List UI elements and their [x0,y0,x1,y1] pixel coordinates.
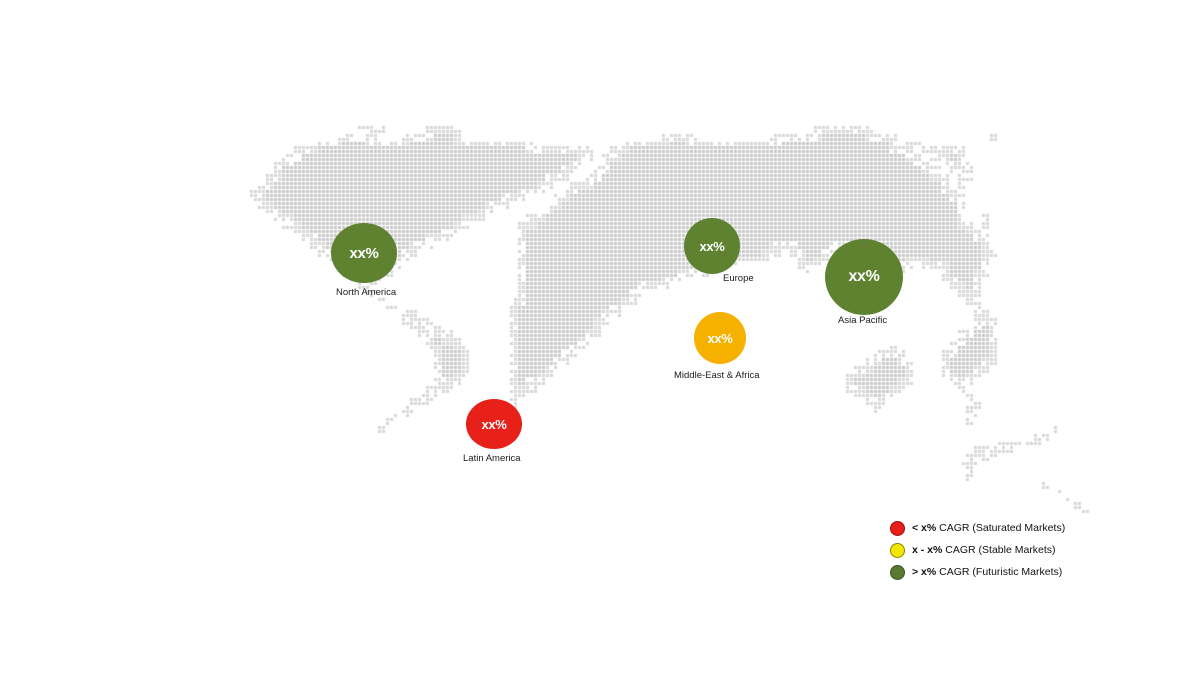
region-label-asia-pacific: Asia Pacific [838,315,888,326]
region-value-latin-america: xx% [481,416,507,432]
region-label-latin-america: Latin America [463,453,521,464]
legend-item-futuristic[interactable]: > x% CAGR (Futuristic Markets) [890,561,1065,583]
region-label-middle-east-africa: Middle-East & Africa [674,370,760,381]
legend-threshold-futuristic: > x% [912,566,937,578]
legend-dot-futuristic-icon [890,564,905,580]
legend-description-futuristic: CAGR (Futuristic Markets) [936,566,1063,578]
region-value-north-america: xx% [349,244,379,262]
legend-description-stable: CAGR (Stable Markets) [942,544,1056,556]
region-bubble-europe[interactable]: xx% [684,218,740,274]
region-value-europe: xx% [699,238,725,254]
legend-threshold-stable: x - x% [912,544,943,556]
region-bubble-north-america[interactable]: xx% [331,223,397,283]
legend-dot-stable-icon [890,542,905,558]
region-bubble-asia-pacific[interactable]: xx% [825,239,903,315]
legend: < x% CAGR (Saturated Markets) x - x% CAGR… [890,517,1065,583]
legend-description-saturated: CAGR (Saturated Markets) [936,522,1066,534]
legend-threshold-saturated: < x% [912,522,937,534]
region-label-europe: Europe [723,273,754,284]
region-bubble-latin-america[interactable]: xx% [466,399,522,449]
region-value-asia-pacific: xx% [848,268,880,285]
legend-dot-saturated-icon [890,520,905,536]
region-bubble-middle-east-africa[interactable]: xx% [694,312,746,364]
legend-label-saturated: < x% CAGR (Saturated Markets) [912,522,1065,534]
legend-item-stable[interactable]: x - x% CAGR (Stable Markets) [890,539,1065,561]
legend-label-futuristic: > x% CAGR (Futuristic Markets) [912,566,1062,578]
legend-label-stable: x - x% CAGR (Stable Markets) [912,544,1056,556]
region-label-north-america: North America [336,287,397,298]
region-value-middle-east-africa: xx% [707,330,733,346]
legend-item-saturated[interactable]: < x% CAGR (Saturated Markets) [890,517,1065,539]
